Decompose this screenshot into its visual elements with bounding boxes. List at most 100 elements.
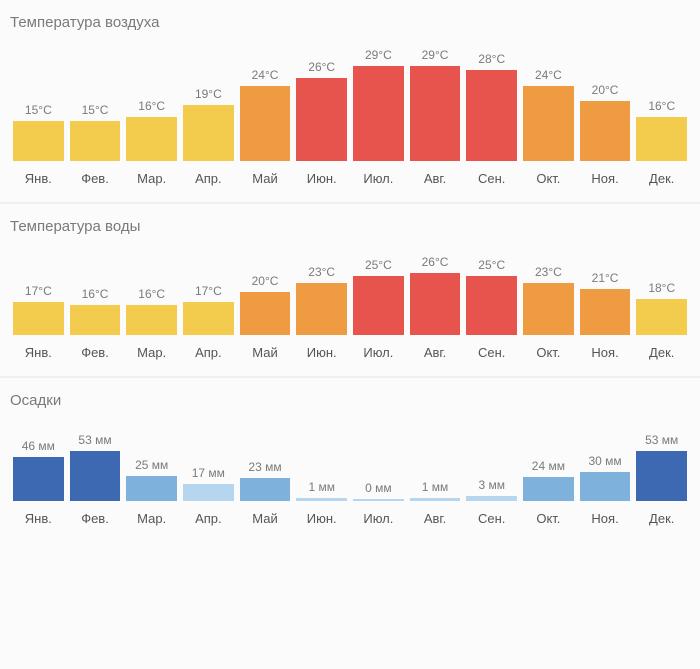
precip-bar-col: 1 мм (293, 419, 350, 501)
month-label: Мар. (123, 511, 180, 526)
water-temp-bar-value: 23°C (308, 265, 335, 279)
month-label: Мар. (123, 171, 180, 186)
air-temp-bar (296, 78, 347, 161)
water-temp-bar-col: 20°C (237, 245, 294, 335)
air-temp-bar (126, 117, 177, 161)
precip-bar-value: 46 мм (22, 439, 55, 453)
month-label: Окт. (520, 171, 577, 186)
water-temp-labels: Янв.Фев.Мар.Апр.МайИюн.Июл.Авг.Сен.Окт.Н… (10, 345, 690, 360)
water-temp-bar (13, 302, 64, 335)
air-temp-bar-col: 15°C (10, 41, 67, 161)
air-temp-bar (410, 66, 461, 161)
precip-bar-col: 24 мм (520, 419, 577, 501)
air-temp-bar (13, 121, 64, 161)
precip-bar-col: 23 мм (237, 419, 294, 501)
air-temp-bars: 15°C15°C16°C19°C24°C26°C29°C29°C28°C24°C… (10, 41, 690, 161)
air-temp-bar-col: 16°C (123, 41, 180, 161)
month-label: Май (237, 511, 294, 526)
water-temp-bar-value: 17°C (195, 284, 222, 298)
water-temp-bar-col: 18°C (633, 245, 690, 335)
precip-bar-value: 53 мм (645, 433, 678, 447)
water-temp-bar (580, 289, 631, 335)
precip-title: Осадки (10, 392, 690, 409)
water-temp-bar (353, 276, 404, 335)
air-temp-bar-value: 26°C (308, 60, 335, 74)
water-temp-bar (240, 292, 291, 335)
precip-panel: Осадки46 мм53 мм25 мм17 мм23 мм1 мм0 мм1… (0, 378, 700, 542)
air-temp-bar-col: 24°C (520, 41, 577, 161)
month-label: Авг. (407, 345, 464, 360)
month-label: Фев. (67, 345, 124, 360)
water-temp-bar-col: 25°C (463, 245, 520, 335)
water-temp-panel: Температура воды17°C16°C16°C17°C20°C23°C… (0, 204, 700, 378)
month-label: Окт. (520, 511, 577, 526)
month-label: Май (237, 345, 294, 360)
month-label: Янв. (10, 345, 67, 360)
air-temp-bar-value: 16°C (648, 99, 675, 113)
water-temp-bar (70, 305, 121, 335)
month-label: Дек. (633, 345, 690, 360)
air-temp-title: Температура воздуха (10, 14, 690, 31)
precip-bar (13, 457, 64, 501)
water-temp-bar-value: 16°C (82, 287, 109, 301)
air-temp-bar (353, 66, 404, 161)
air-temp-bar-value: 24°C (535, 68, 562, 82)
precip-bar (126, 476, 177, 501)
precip-bar-value: 3 мм (478, 478, 505, 492)
month-label: Июн. (293, 171, 350, 186)
air-temp-bar (636, 117, 687, 161)
air-temp-bar-value: 19°C (195, 87, 222, 101)
air-temp-bar-col: 24°C (237, 41, 294, 161)
month-label: Окт. (520, 345, 577, 360)
month-label: Май (237, 171, 294, 186)
air-temp-bar-col: 28°C (463, 41, 520, 161)
precip-bar-value: 53 мм (78, 433, 111, 447)
precip-bar-value: 17 мм (192, 466, 225, 480)
precip-bar-col: 17 мм (180, 419, 237, 501)
air-temp-bar-value: 20°C (592, 83, 619, 97)
air-temp-bar-col: 29°C (407, 41, 464, 161)
month-label: Ноя. (577, 171, 634, 186)
air-temp-bar (183, 105, 234, 161)
water-temp-bar-col: 23°C (293, 245, 350, 335)
month-label: Сен. (463, 511, 520, 526)
precip-bar (523, 477, 574, 501)
month-label: Янв. (10, 511, 67, 526)
precip-bar (580, 472, 631, 501)
air-temp-bar (70, 121, 121, 161)
air-temp-bar (466, 70, 517, 161)
precip-bar-col: 1 мм (407, 419, 464, 501)
precip-bar-value: 30 мм (588, 454, 621, 468)
precip-bar-value: 1 мм (308, 480, 335, 494)
air-temp-bar (523, 86, 574, 161)
air-temp-bar-col: 29°C (350, 41, 407, 161)
precip-bar-col: 3 мм (463, 419, 520, 501)
air-temp-bar-value: 28°C (478, 52, 505, 66)
water-temp-bar-col: 16°C (123, 245, 180, 335)
precip-bar (636, 451, 687, 501)
air-temp-bar-value: 24°C (252, 68, 279, 82)
precip-bar-value: 24 мм (532, 459, 565, 473)
water-temp-bar-value: 25°C (478, 258, 505, 272)
month-label: Апр. (180, 511, 237, 526)
water-temp-bar (523, 283, 574, 335)
air-temp-panel: Температура воздуха15°C15°C16°C19°C24°C2… (0, 0, 700, 204)
air-temp-bar-value: 15°C (25, 103, 52, 117)
month-label: Июл. (350, 171, 407, 186)
water-temp-bar-col: 16°C (67, 245, 124, 335)
water-temp-bar-col: 26°C (407, 245, 464, 335)
precip-bar (70, 451, 121, 501)
water-temp-bar-col: 21°C (577, 245, 634, 335)
water-temp-bar (636, 299, 687, 335)
water-temp-bar-value: 25°C (365, 258, 392, 272)
water-temp-bar (183, 302, 234, 335)
month-label: Сен. (463, 345, 520, 360)
water-temp-bar (296, 283, 347, 335)
precip-bar (410, 498, 461, 501)
precip-bar-value: 23 мм (248, 460, 281, 474)
precip-bar-col: 46 мм (10, 419, 67, 501)
precip-bar (240, 478, 291, 501)
precip-bar-value: 0 мм (365, 481, 392, 495)
month-label: Мар. (123, 345, 180, 360)
air-temp-bar-col: 16°C (633, 41, 690, 161)
